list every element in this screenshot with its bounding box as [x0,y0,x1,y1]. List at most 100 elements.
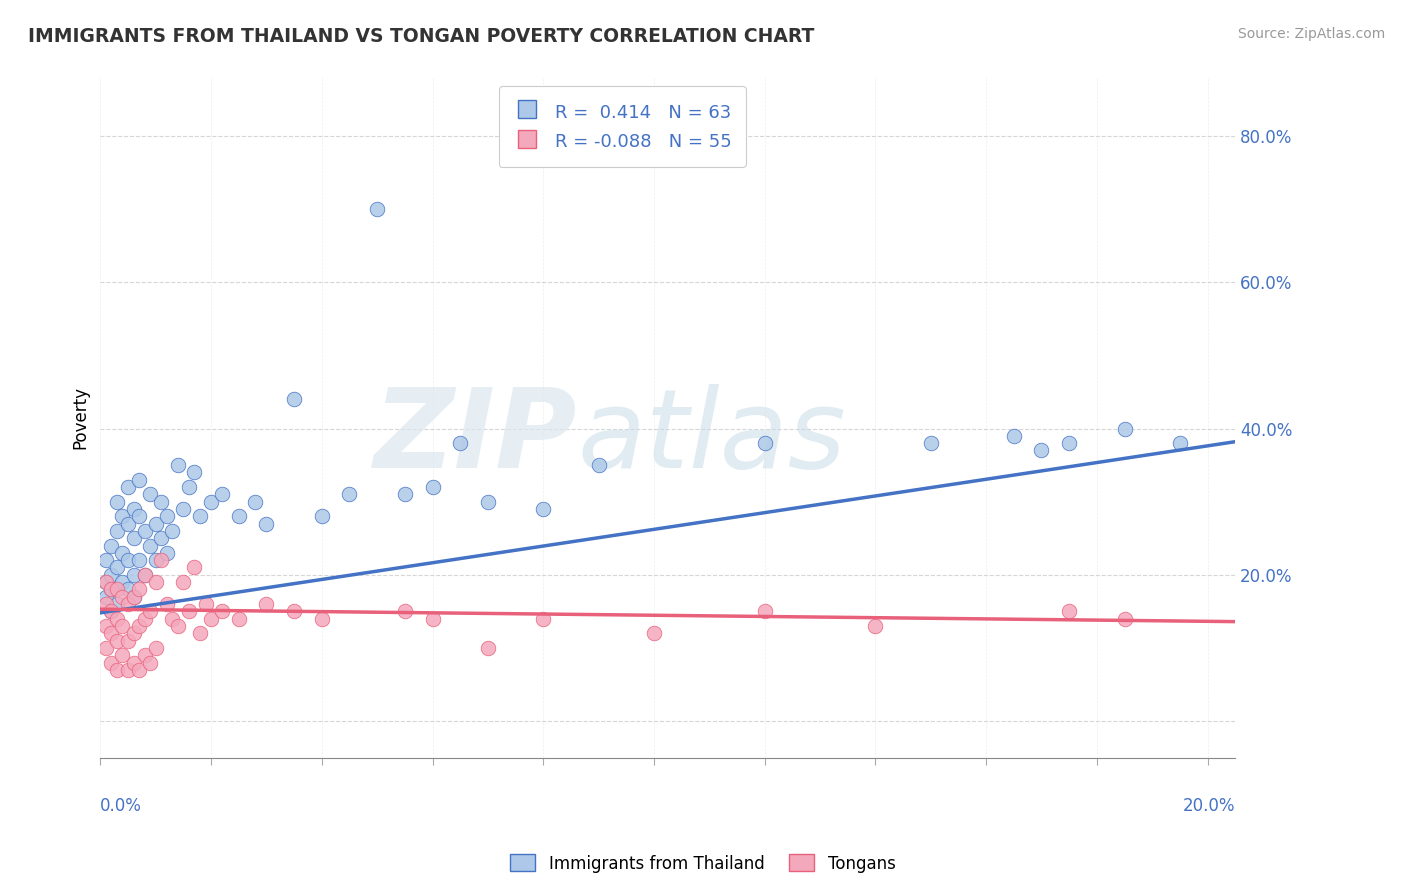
Point [145,575,167,590]
Point [531,612,554,626]
Point [100,656,122,670]
Point [105,494,128,508]
Point [188,509,211,524]
Y-axis label: Poverty: Poverty [72,386,89,449]
Point [134,567,156,582]
Point [111,648,134,663]
Point [94,575,117,590]
Point [117,480,139,494]
Point [156,597,179,611]
Point [588,458,610,472]
Text: 20.0%: 20.0% [1182,797,1236,814]
Point [117,582,139,597]
Point [105,633,128,648]
Point [134,648,156,663]
Point [162,612,184,626]
Point [94,597,117,611]
Point [166,458,188,472]
Point [172,502,194,516]
Point [117,597,139,611]
Point [145,516,167,531]
Legend: Immigrants from Thailand, Tongans: Immigrants from Thailand, Tongans [503,847,903,880]
Point [122,590,145,604]
Point [156,546,179,560]
Point [1002,429,1025,443]
Point [162,524,184,538]
Point [754,604,776,618]
Point [1114,612,1136,626]
Point [105,663,128,677]
Point [128,553,150,567]
Point [111,619,134,633]
Text: IMMIGRANTS FROM THAILAND VS TONGAN POVERTY CORRELATION CHART: IMMIGRANTS FROM THAILAND VS TONGAN POVER… [28,27,814,45]
Point [177,480,200,494]
Point [145,640,167,655]
Point [200,612,222,626]
Point [311,612,333,626]
Point [134,567,156,582]
Point [172,575,194,590]
Point [111,509,134,524]
Point [188,626,211,640]
Point [920,436,942,450]
Point [139,656,162,670]
Point [111,590,134,604]
Point [194,597,217,611]
Text: ZIP: ZIP [374,384,576,491]
Point [1057,436,1080,450]
Point [111,575,134,590]
Point [228,612,250,626]
Point [366,202,388,216]
Point [449,436,471,450]
Point [422,480,444,494]
Point [105,582,128,597]
Point [128,663,150,677]
Point [100,604,122,618]
Point [94,553,117,567]
Text: Source: ZipAtlas.com: Source: ZipAtlas.com [1237,27,1385,41]
Text: atlas: atlas [576,384,845,491]
Point [422,612,444,626]
Point [111,546,134,560]
Point [211,604,233,618]
Point [94,640,117,655]
Point [122,567,145,582]
Point [122,656,145,670]
Point [100,567,122,582]
Point [394,487,416,501]
Point [139,487,162,501]
Point [200,494,222,508]
Point [122,531,145,545]
Point [150,494,173,508]
Point [128,619,150,633]
Point [754,436,776,450]
Point [100,626,122,640]
Point [100,582,122,597]
Point [100,539,122,553]
Point [156,509,179,524]
Point [117,633,139,648]
Point [254,516,277,531]
Point [128,473,150,487]
Point [122,590,145,604]
Point [283,604,305,618]
Point [128,582,150,597]
Point [283,392,305,407]
Point [150,531,173,545]
Point [177,604,200,618]
Point [105,612,128,626]
Point [166,619,188,633]
Point [94,590,117,604]
Point [1168,436,1191,450]
Point [105,560,128,574]
Point [477,640,499,655]
Point [254,597,277,611]
Point [94,619,117,633]
Point [394,604,416,618]
Point [1031,443,1053,458]
Point [100,582,122,597]
Point [228,509,250,524]
Point [139,539,162,553]
Point [117,516,139,531]
Point [1114,421,1136,435]
